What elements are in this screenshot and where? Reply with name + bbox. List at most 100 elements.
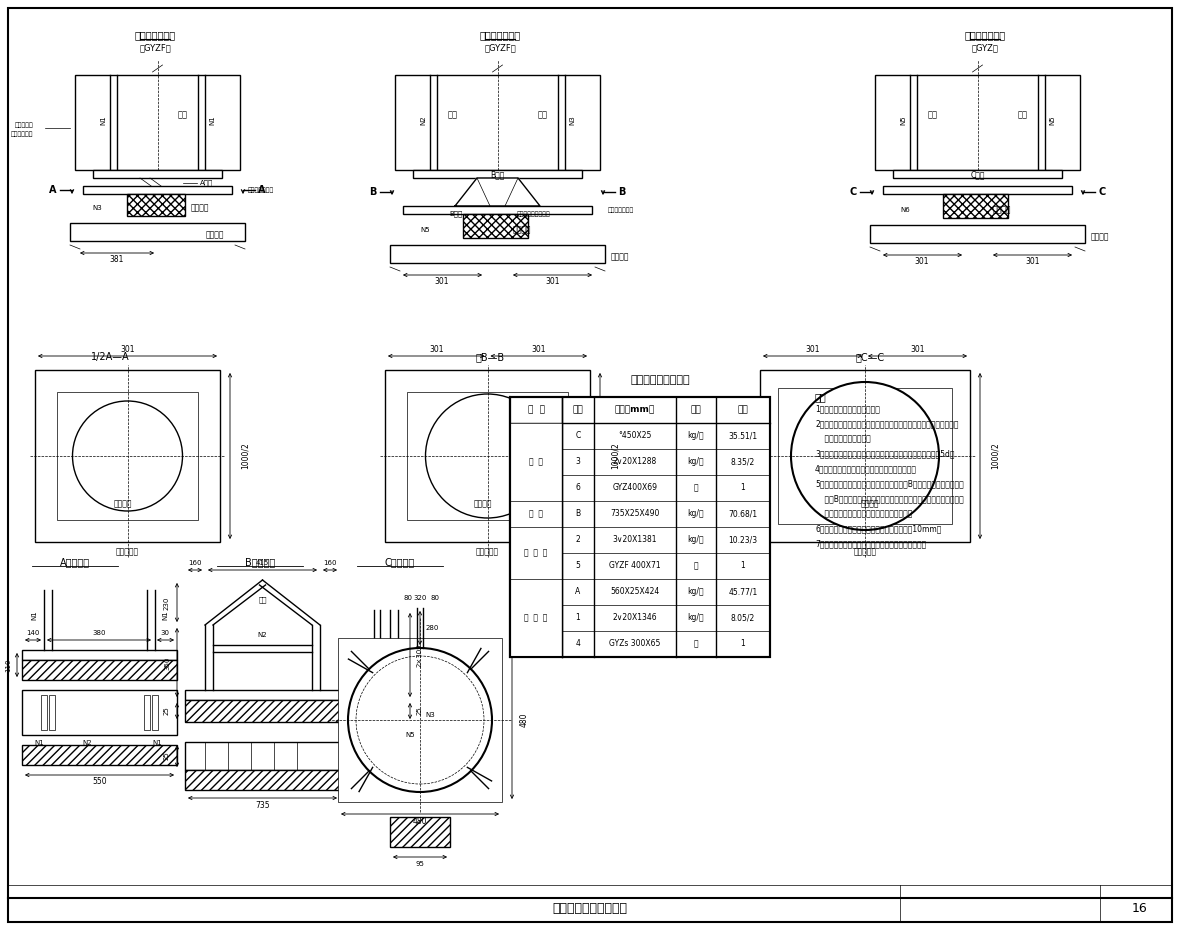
- Bar: [778, 388, 952, 524]
- Text: （GYZF）: （GYZF）: [139, 44, 171, 52]
- Text: 应保证支座在无支承力下和主梁完全接触。: 应保证支座在无支承力下和主梁完全接触。: [815, 509, 912, 518]
- Text: 支座预埋件示意设计图: 支座预埋件示意设计图: [552, 901, 628, 914]
- Bar: [50, 695, 55, 730]
- Text: 主梁: 主梁: [447, 111, 458, 119]
- Text: kg/套: kg/套: [688, 588, 704, 596]
- Bar: [404, 206, 592, 214]
- Text: 301: 301: [430, 344, 444, 353]
- Text: 立面（中支点）: 立面（中支点）: [964, 30, 1005, 40]
- Text: N1: N1: [152, 740, 162, 746]
- Bar: [870, 225, 1084, 243]
- Text: N5: N5: [406, 732, 415, 738]
- Text: 110: 110: [5, 658, 11, 671]
- Text: 4: 4: [576, 640, 581, 648]
- Text: N2: N2: [257, 632, 268, 638]
- Text: 剭B—B: 剭B—B: [476, 352, 505, 362]
- Text: N5: N5: [1049, 115, 1055, 125]
- Text: 380: 380: [92, 630, 106, 636]
- Text: 管道曲线线: 管道曲线线: [14, 122, 33, 127]
- Text: 480: 480: [413, 817, 427, 827]
- Bar: [22, 660, 177, 680]
- Text: C钒板大样: C钒板大样: [385, 557, 415, 567]
- Text: 2．支座的材料和力学性能均应符合我行国家和行业标准的规定，其安: 2．支座的材料和力学性能均应符合我行国家和行业标准的规定，其安: [815, 419, 958, 428]
- Text: A: A: [258, 185, 266, 195]
- Text: 可在B钒板顶面排环氧砂浆一层；主梁就位后，放置于临时支座上，: 可在B钒板顶面排环氧砂浆一层；主梁就位后，放置于临时支座上，: [815, 494, 964, 503]
- Text: N1: N1: [100, 115, 106, 125]
- Text: 25: 25: [417, 707, 422, 715]
- Text: 装应按厂家要求进行。: 装应按厂家要求进行。: [815, 434, 871, 443]
- Text: kg/套: kg/套: [688, 536, 704, 544]
- Bar: [876, 75, 1080, 170]
- Text: B钒板大样: B钒板大样: [245, 557, 275, 567]
- Text: 5．中支点处支座安装，应在吐梁前将支座及B钒板准确就位；落梁时，: 5．中支点处支座安装，应在吐梁前将支座及B钒板准确就位；落梁时，: [815, 479, 964, 488]
- Text: N5: N5: [900, 115, 906, 125]
- Text: 95: 95: [415, 861, 425, 867]
- Bar: [371, 690, 402, 700]
- Text: 7．安装滑动支座时，注意支座滑动方向为氿桥纵向。: 7．安装滑动支座时，注意支座滑动方向为氿桥纵向。: [815, 539, 926, 548]
- Text: 桥台台帽: 桥台台帽: [205, 231, 224, 240]
- Bar: [407, 392, 568, 520]
- Text: 16: 16: [1132, 901, 1148, 914]
- Text: 1000/2: 1000/2: [610, 443, 620, 470]
- Text: 桥墩中心线: 桥墩中心线: [476, 548, 499, 556]
- Bar: [185, 700, 340, 722]
- Bar: [413, 170, 582, 178]
- Text: 350: 350: [164, 657, 170, 670]
- Text: 1: 1: [741, 640, 746, 648]
- Text: 3: 3: [576, 458, 581, 467]
- Text: C钢板: C钢板: [970, 170, 985, 179]
- Text: 560X25X424: 560X25X424: [610, 588, 660, 596]
- Text: B: B: [618, 187, 625, 197]
- Bar: [943, 194, 1008, 218]
- Bar: [57, 392, 198, 520]
- Text: 301: 301: [910, 344, 925, 353]
- Circle shape: [426, 394, 550, 518]
- Text: 主梁: 主梁: [927, 111, 937, 119]
- Bar: [395, 75, 599, 170]
- Text: 1/2A—A: 1/2A—A: [91, 352, 130, 362]
- Text: C: C: [1099, 187, 1106, 197]
- Text: kg/套: kg/套: [688, 458, 704, 467]
- Text: GYZF 400X71: GYZF 400X71: [609, 562, 661, 570]
- Text: 230: 230: [164, 596, 170, 610]
- Text: 立面（中支点）: 立面（中支点）: [479, 30, 520, 40]
- Bar: [391, 245, 605, 263]
- Text: 35.51/1: 35.51/1: [728, 432, 758, 441]
- Bar: [510, 423, 562, 657]
- Bar: [70, 223, 245, 241]
- Text: 45.77/1: 45.77/1: [728, 588, 758, 596]
- Bar: [510, 397, 771, 657]
- Text: 桥墩主要: 桥墩主要: [611, 253, 629, 261]
- Bar: [22, 745, 177, 765]
- Text: 301: 301: [434, 276, 450, 286]
- Bar: [152, 695, 158, 730]
- Text: 中  支: 中 支: [529, 510, 543, 519]
- Bar: [127, 194, 185, 216]
- Text: 1: 1: [741, 484, 746, 493]
- Text: 2: 2: [576, 536, 581, 544]
- Text: 550: 550: [93, 777, 107, 787]
- Text: 301: 301: [1025, 257, 1041, 265]
- Bar: [371, 700, 402, 722]
- Text: （GYZ）: （GYZ）: [971, 44, 998, 52]
- Text: 301: 301: [805, 344, 820, 353]
- Polygon shape: [455, 178, 540, 206]
- Circle shape: [356, 656, 484, 784]
- Text: B钢板: B钢板: [450, 211, 463, 218]
- Text: °450X25: °450X25: [618, 432, 651, 441]
- Text: B: B: [369, 187, 376, 197]
- Text: 桥墩主要: 桥墩主要: [1090, 232, 1109, 242]
- Text: N3: N3: [92, 205, 101, 211]
- Text: 桥墩中心线: 桥墩中心线: [853, 548, 877, 556]
- Bar: [760, 370, 970, 542]
- Text: 桥墩中心线: 桥墩中心线: [116, 548, 139, 556]
- Text: 1: 1: [576, 614, 581, 622]
- Bar: [83, 186, 232, 194]
- Text: 1000/2: 1000/2: [241, 443, 249, 470]
- Text: 套: 套: [694, 562, 699, 570]
- Text: 735: 735: [255, 801, 270, 809]
- Bar: [35, 370, 219, 542]
- Text: 301: 301: [914, 257, 930, 265]
- Bar: [893, 170, 1062, 178]
- Text: 1: 1: [741, 562, 746, 570]
